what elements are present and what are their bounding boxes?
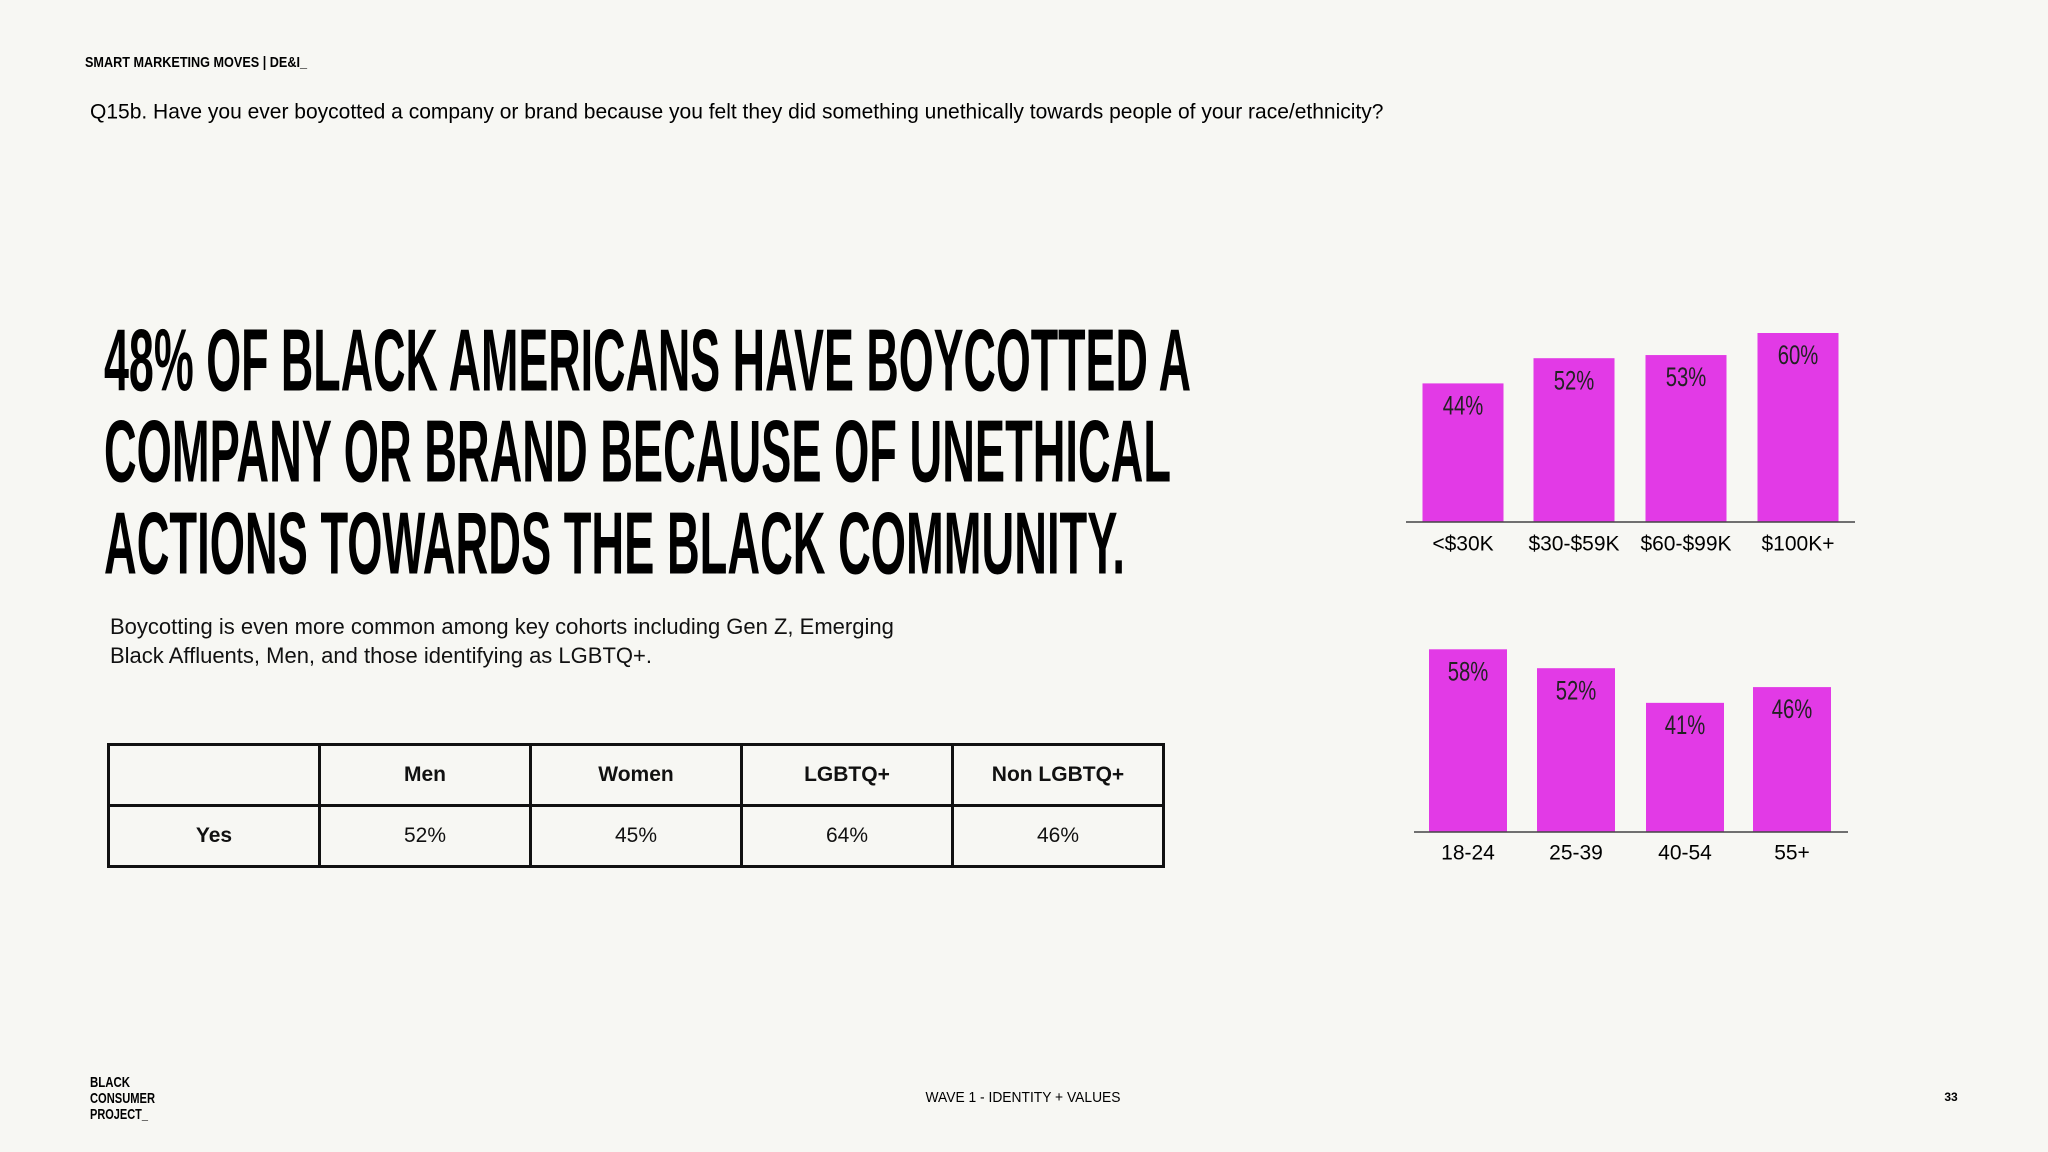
bar <box>1753 687 1831 832</box>
headline: 48% OF BLACK AMERICANS HAVE BOYCOTTED A <box>104 310 1191 409</box>
value-label: 58% <box>1448 657 1489 688</box>
value-label: 53% <box>1666 362 1707 393</box>
bar <box>1646 702 1724 832</box>
table-cell: 64% <box>740 804 954 868</box>
x-tick-label: $100K+ <box>1762 533 1835 556</box>
logo: BLACK <box>90 1074 130 1091</box>
footer-section: WAVE 1 - IDENTITY + VALUES <box>926 1089 1121 1106</box>
value-label: 52% <box>1556 676 1597 707</box>
value-label: 44% <box>1443 391 1484 422</box>
table-cell: 52% <box>318 804 532 868</box>
bar <box>1429 649 1507 832</box>
bar <box>1422 383 1504 522</box>
x-tick-label: <$30K <box>1432 533 1493 556</box>
column-header: Women <box>529 743 743 807</box>
page-number: 33 <box>1944 1090 1958 1104</box>
table-cell: 46% <box>951 804 1165 868</box>
bar <box>1645 355 1727 522</box>
body-text: Boycotting is even more common among key… <box>110 614 894 668</box>
logo: CONSUMER <box>90 1090 155 1107</box>
x-tick-label: 55+ <box>1774 842 1810 865</box>
x-tick-label: $30-$59K <box>1528 533 1619 556</box>
value-label: 60% <box>1778 340 1819 371</box>
x-tick-label: $60-$99K <box>1640 533 1731 556</box>
question: Q15b. Have you ever boycotted a company … <box>90 101 1383 124</box>
value-label: 46% <box>1772 694 1813 725</box>
bar <box>1757 333 1839 522</box>
table-cell: 45% <box>529 804 743 868</box>
header-title: SMART MARKETING MOVES | DE&I_ <box>85 54 308 71</box>
column-header: LGBTQ+ <box>740 743 954 807</box>
x-tick-label: 18-24 <box>1441 842 1495 865</box>
bar <box>1533 358 1615 522</box>
value-label: 41% <box>1665 710 1706 741</box>
column-header: Men <box>318 743 532 807</box>
logo: PROJECT_ <box>90 1106 148 1123</box>
bar <box>1537 668 1615 832</box>
headline: ACTIONS TOWARDS THE BLACK COMMUNITY. <box>104 493 1125 592</box>
x-tick-label: 40-54 <box>1658 842 1712 865</box>
column-header: Non LGBTQ+ <box>951 743 1165 807</box>
headline: COMPANY OR BRAND BECAUSE OF UNETHICAL <box>104 401 1171 500</box>
table-corner <box>107 743 321 807</box>
x-tick-label: 25-39 <box>1549 842 1603 865</box>
row-header: Yes <box>107 804 321 868</box>
value-label: 52% <box>1554 366 1595 397</box>
table: Men Women LGBTQ+ Non LGBTQ+ Yes 52% 45% … <box>107 743 1165 868</box>
